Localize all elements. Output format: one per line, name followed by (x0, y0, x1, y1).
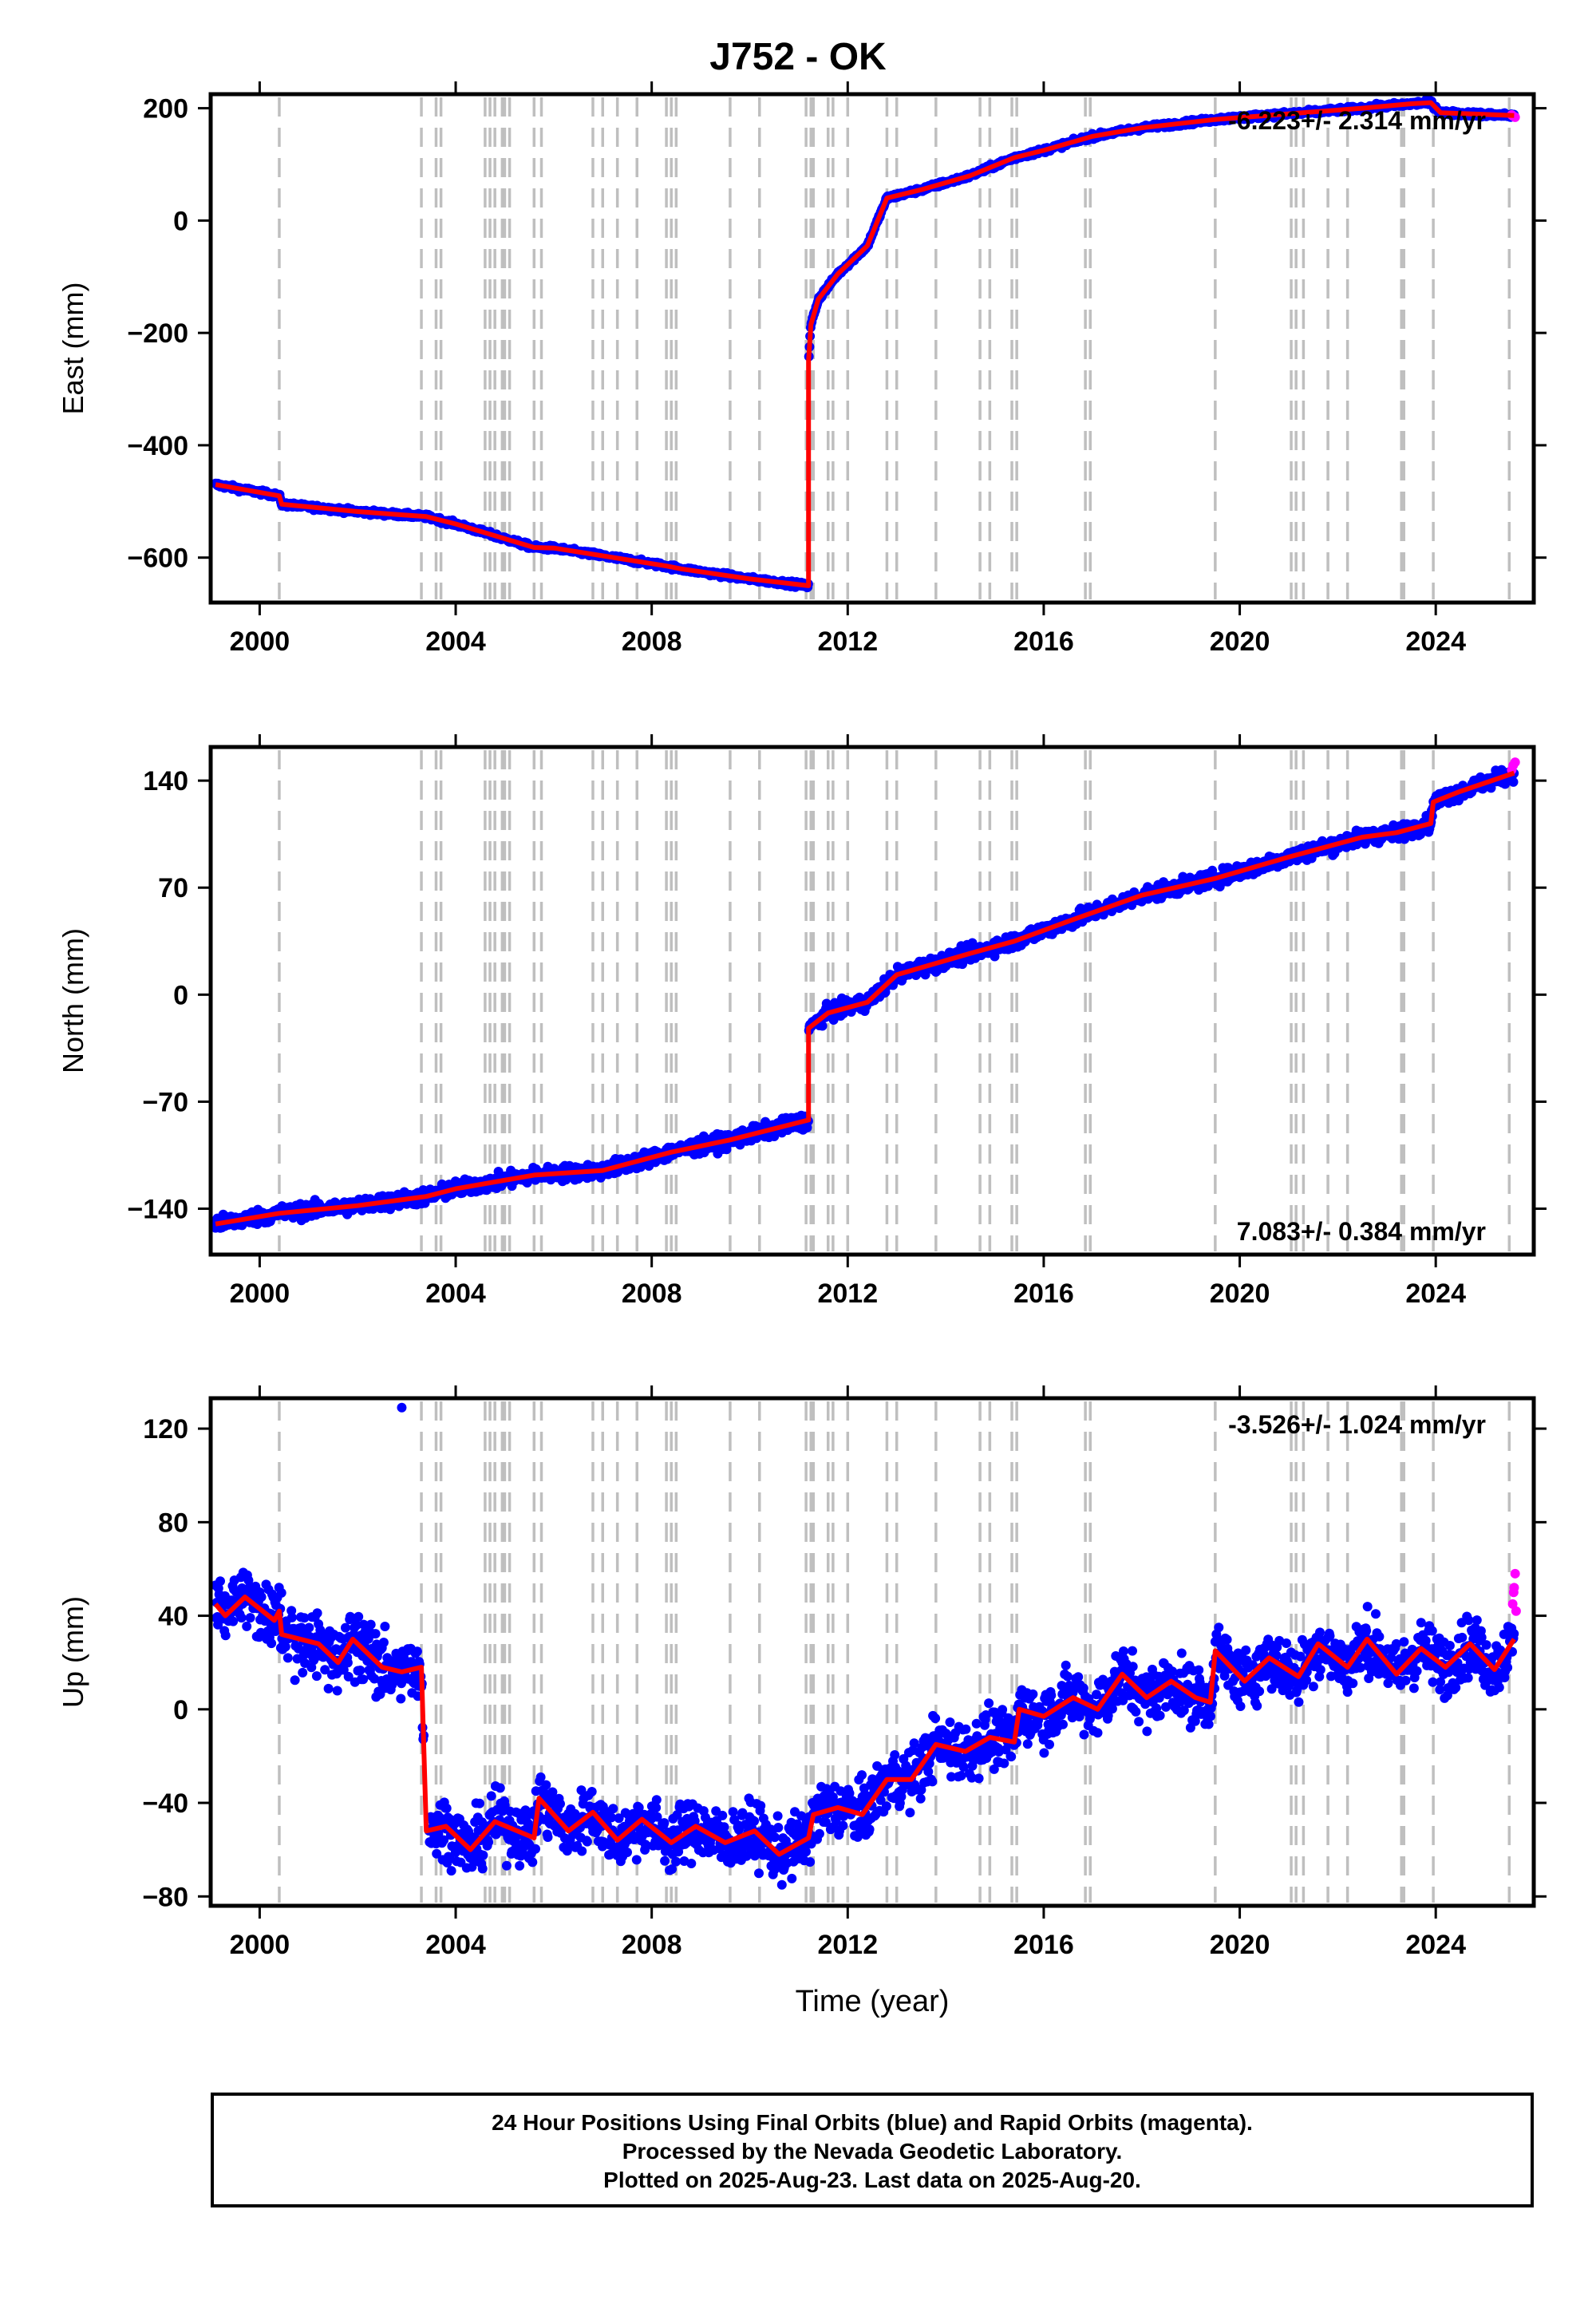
velocity-rate-label: 7.083+/- 0.384 mm/yr (1237, 1217, 1486, 1246)
panel-up: 2000 2004 2008 2012 2016 2020 2024−80−40040801… (57, 1385, 1547, 2018)
data-point (342, 1658, 353, 1668)
data-point (380, 1622, 390, 1631)
rapid-point (1510, 757, 1520, 768)
y-tick-label: −600 (127, 543, 188, 574)
data-point (365, 1619, 376, 1630)
data-point (304, 1622, 314, 1633)
data-point (298, 1667, 308, 1678)
panel-north: 2000 2004 2008 2012 2016 2020 2024 −140 −70 0 70 14… (57, 734, 1547, 1309)
data-point (341, 1622, 350, 1633)
x-tick-label: 2004 (425, 626, 486, 657)
final-orbit-points (211, 765, 1519, 1233)
y-tick-label: −140 (127, 1195, 188, 1225)
data-point (358, 1674, 369, 1685)
y-axis: −600 −400 −200 0 200 (127, 94, 1547, 574)
x-tick-label: 2000 (230, 1279, 290, 1309)
y-axis-label: North (mm) (57, 928, 89, 1073)
model-line (215, 100, 1515, 588)
panel-east: 2000 2004 2008 2012 2016 2020 2024−600−400−200… (57, 81, 1547, 657)
data-point (370, 1629, 381, 1639)
x-tick-label: 2024 (1405, 626, 1466, 657)
y-axis: −140 −70 0 70 140 (127, 766, 1547, 1225)
data-point (236, 1613, 247, 1623)
data-point (280, 1642, 290, 1652)
data-point (220, 1630, 231, 1641)
y-tick-label: −400 (127, 431, 188, 461)
x-tick-label: 2004 (425, 1279, 486, 1309)
chart-title: J752 - OK (709, 36, 887, 78)
data-point (355, 1666, 365, 1675)
data-point (242, 1621, 252, 1631)
y-axis-label: East (mm) (57, 283, 89, 415)
data-point (396, 1694, 406, 1704)
y-tick-label: 70 (158, 873, 188, 903)
data-point (276, 1587, 286, 1598)
data-point (354, 1611, 364, 1622)
y-tick-label: 140 (143, 766, 188, 796)
data-point (215, 1576, 225, 1587)
y-tick-label: 0 (173, 206, 188, 236)
y-tick-label: 0 (173, 980, 188, 1010)
data-point (267, 1638, 277, 1649)
y-tick-label: −200 (127, 318, 188, 349)
data-point (311, 1671, 322, 1682)
data-point (312, 1608, 322, 1618)
data-point (245, 1613, 255, 1623)
y-tick-label: 200 (143, 94, 188, 124)
plot-frame (208, 92, 1536, 605)
x-tick-label: 2012 (817, 626, 878, 657)
final-orbit-points (211, 94, 1519, 593)
x-tick-label: 2020 (1210, 1279, 1270, 1309)
x-tick-label: 2008 (622, 626, 682, 657)
x-tick-label: 2024 (1405, 1279, 1466, 1309)
data-point (378, 1638, 389, 1647)
data-point (282, 1653, 293, 1663)
data-point (286, 1612, 297, 1622)
x-tick-label: 2020 (1210, 626, 1270, 657)
y-tick-label: −70 (142, 1087, 188, 1117)
data-point (256, 1592, 267, 1602)
data-point (228, 1616, 239, 1626)
x-tick-label: 2016 (1013, 1279, 1074, 1309)
x-tick-label: 2016 (1013, 626, 1074, 657)
data-point (1508, 777, 1519, 787)
velocity-rate-label: -6.223+/- 2.314 mm/yr (1228, 106, 1486, 135)
x-tick-label: 2000 (230, 626, 290, 657)
x-tick-label: 2008 (622, 1279, 682, 1309)
x-tick-label: 2012 (817, 1279, 878, 1309)
data-point (290, 1675, 300, 1686)
data-point (332, 1686, 342, 1696)
data-point (323, 1683, 334, 1694)
